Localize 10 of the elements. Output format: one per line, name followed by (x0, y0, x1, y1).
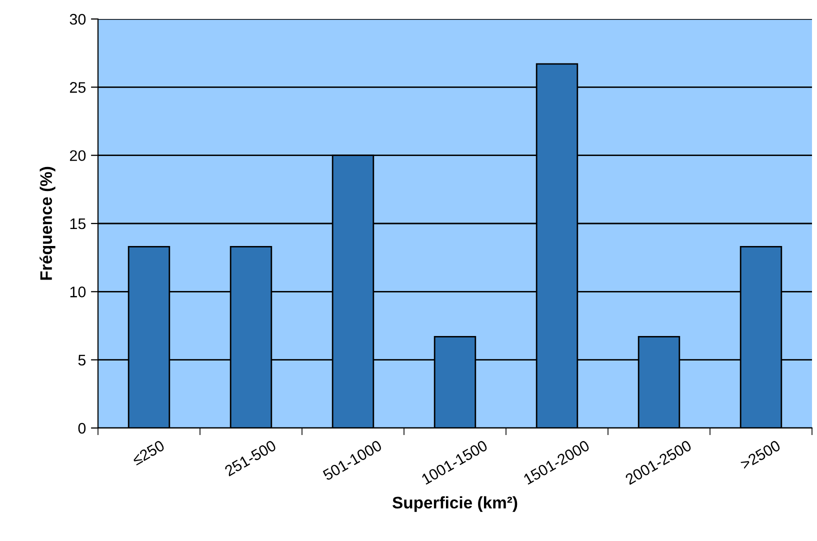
y-tick-label: 20 (70, 150, 86, 162)
y-tick-label: 30 (70, 14, 86, 25)
y-tick-label: 5 (78, 354, 86, 366)
x-tick-label: ≤250 (131, 440, 166, 466)
x-axis-title: Superficie (km²) (392, 496, 518, 512)
y-axis-title: Fréquence (%) (40, 166, 56, 280)
y-tick-label: 10 (70, 286, 86, 298)
y-tick-label: 15 (70, 218, 86, 230)
y-tick-label: 25 (70, 82, 86, 93)
y-tick-label: 0 (78, 422, 86, 434)
